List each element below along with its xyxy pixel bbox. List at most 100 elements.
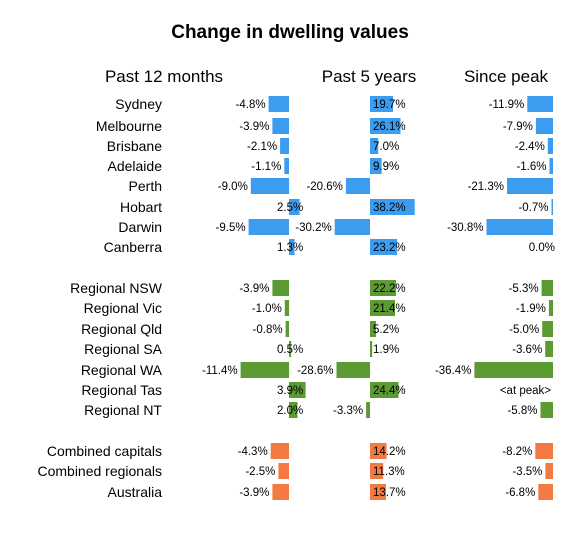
row-label-melbourne: Melbourne	[96, 118, 162, 134]
bar-past-12-months-combined-capitals	[270, 443, 289, 459]
data-label-since-peak-adelaide: -1.6%	[516, 161, 546, 173]
data-label-past-12-months-combined-capitals: -4.3%	[238, 446, 268, 458]
data-label-since-peak-regional-wa: -36.4%	[435, 365, 471, 377]
chart-title: Change in dwelling values	[171, 22, 409, 43]
data-label-past-12-months-regional-tas: 3.9%	[277, 385, 303, 397]
row-label-regional-nsw: Regional NSW	[70, 280, 163, 296]
data-label-past-12-months-regional-sa: 0.5%	[277, 344, 303, 356]
data-label-past-5-years-combined-regionals: 11.3%	[373, 466, 405, 478]
data-label-past-5-years-regional-qld: 5.2%	[373, 324, 399, 336]
bar-since-peak-combined-regionals	[545, 463, 553, 479]
bar-past-5-years-canberra	[370, 239, 398, 255]
data-label-past-5-years-regional-nt: -3.3%	[333, 405, 363, 417]
data-label-past-5-years-melbourne: 26.1%	[373, 121, 406, 133]
data-label-since-peak-combined-capitals: -8.2%	[502, 446, 532, 458]
data-label-since-peak-regional-sa: -3.6%	[512, 344, 542, 356]
data-label-past-5-years-canberra: 23.2%	[373, 242, 406, 254]
data-label-since-peak-regional-tas: <at peak>	[500, 385, 551, 397]
bar-past-5-years-brisbane	[370, 138, 379, 154]
data-label-past-5-years-regional-nsw: 22.2%	[373, 283, 406, 295]
bar-past-12-months-brisbane	[280, 138, 289, 154]
data-label-past-5-years-australia: 13.7%	[373, 487, 406, 499]
bar-since-peak-perth	[507, 178, 553, 194]
bar-past-12-months-regional-qld	[285, 321, 289, 337]
bar-past-12-months-combined-regionals	[278, 463, 289, 479]
data-label-past-12-months-perth: -9.0%	[218, 181, 248, 193]
row-label-brisbane: Brisbane	[107, 138, 162, 154]
data-label-since-peak-brisbane: -2.4%	[515, 141, 545, 153]
bar-past-12-months-regional-wa	[240, 362, 290, 378]
bar-past-5-years-regional-qld	[370, 321, 377, 337]
bar-past-5-years-hobart	[370, 199, 415, 215]
bar-past-12-months-melbourne	[272, 118, 289, 134]
data-label-since-peak-regional-qld: -5.0%	[509, 324, 539, 336]
data-label-past-5-years-sydney: 19.7%	[373, 99, 406, 111]
data-label-since-peak-hobart: -0.7%	[518, 202, 548, 214]
data-label-past-12-months-sydney: -4.8%	[236, 99, 266, 111]
bar-past-12-months-sydney	[268, 96, 289, 112]
bar-since-peak-hobart	[551, 199, 553, 215]
data-label-since-peak-regional-vic: -1.9%	[516, 303, 546, 315]
data-label-past-12-months-australia: -3.9%	[239, 487, 269, 499]
bar-since-peak-brisbane	[547, 138, 553, 154]
bar-past-12-months-regional-tas	[289, 382, 306, 398]
bar-since-peak-regional-nt	[540, 402, 553, 418]
data-label-past-5-years-regional-sa: 1.9%	[373, 344, 399, 356]
bar-past-5-years-regional-wa	[336, 362, 370, 378]
bar-past-12-months-regional-sa	[289, 341, 292, 357]
bar-past-5-years-melbourne	[370, 118, 401, 134]
data-label-since-peak-australia: -6.8%	[505, 487, 535, 499]
data-label-past-5-years-brisbane: 7.0%	[373, 141, 399, 153]
bar-since-peak-regional-wa	[474, 362, 553, 378]
data-label-since-peak-perth: -21.3%	[468, 181, 504, 193]
bar-past-5-years-combined-regionals	[370, 463, 384, 479]
bar-since-peak-sydney	[527, 96, 553, 112]
row-label-canberra: Canberra	[104, 239, 163, 255]
row-label-regional-tas: Regional Tas	[81, 382, 162, 398]
bar-past-5-years-sydney	[370, 96, 393, 112]
bar-since-peak-regional-vic	[548, 300, 553, 316]
data-label-past-5-years-perth: -20.6%	[306, 181, 342, 193]
row-label-darwin: Darwin	[118, 219, 162, 235]
row-label-adelaide: Adelaide	[108, 158, 163, 174]
data-label-past-12-months-darwin: -9.5%	[216, 222, 246, 234]
bar-since-peak-darwin	[486, 219, 553, 235]
bar-past-5-years-darwin	[334, 219, 370, 235]
bar-since-peak-regional-qld	[542, 321, 553, 337]
data-label-past-12-months-brisbane: -2.1%	[247, 141, 277, 153]
row-label-regional-vic: Regional Vic	[84, 300, 162, 316]
data-label-since-peak-sydney: -11.9%	[489, 99, 525, 111]
data-label-past-5-years-regional-wa: -28.6%	[297, 365, 333, 377]
row-label-regional-sa: Regional SA	[84, 341, 162, 357]
data-label-past-5-years-darwin: -30.2%	[295, 222, 331, 234]
data-label-past-12-months-adelaide: -1.1%	[251, 161, 281, 173]
bar-past-12-months-canberra	[289, 239, 295, 255]
row-label-combined-regionals: Combined regionals	[37, 463, 162, 479]
row-label-australia: Australia	[108, 484, 163, 500]
bar-past-12-months-hobart	[289, 199, 300, 215]
bar-past-5-years-regional-tas	[370, 382, 399, 398]
bar-past-12-months-perth	[250, 178, 290, 194]
data-label-past-12-months-canberra: 1.3%	[277, 242, 303, 254]
bar-past-5-years-regional-vic	[370, 300, 395, 316]
bar-past-5-years-perth	[345, 178, 370, 194]
data-label-past-12-months-regional-vic: -1.0%	[252, 303, 282, 315]
data-label-past-12-months-combined-regionals: -2.5%	[245, 466, 275, 478]
bar-past-5-years-regional-nsw	[370, 280, 396, 296]
panel-title-past-5-years: Past 5 years	[322, 67, 417, 86]
data-label-since-peak-combined-regionals: -3.5%	[512, 466, 542, 478]
bar-since-peak-combined-capitals	[535, 443, 553, 459]
bar-past-12-months-regional-nt	[289, 402, 298, 418]
bar-past-5-years-regional-sa	[370, 341, 373, 357]
bar-past-12-months-australia	[272, 484, 289, 500]
row-label-regional-wa: Regional WA	[81, 362, 163, 378]
bar-past-5-years-regional-nt	[366, 402, 370, 418]
data-label-past-12-months-regional-nsw: -3.9%	[239, 283, 269, 295]
data-label-since-peak-canberra: 0.0%	[529, 242, 555, 254]
row-label-regional-nt: Regional NT	[84, 402, 162, 418]
data-label-past-12-months-melbourne: -3.9%	[239, 121, 269, 133]
data-label-since-peak-regional-nt: -5.8%	[507, 405, 537, 417]
bar-past-12-months-darwin	[248, 219, 289, 235]
data-label-past-12-months-regional-wa: -11.4%	[202, 365, 238, 377]
bar-past-12-months-regional-vic	[284, 300, 290, 316]
